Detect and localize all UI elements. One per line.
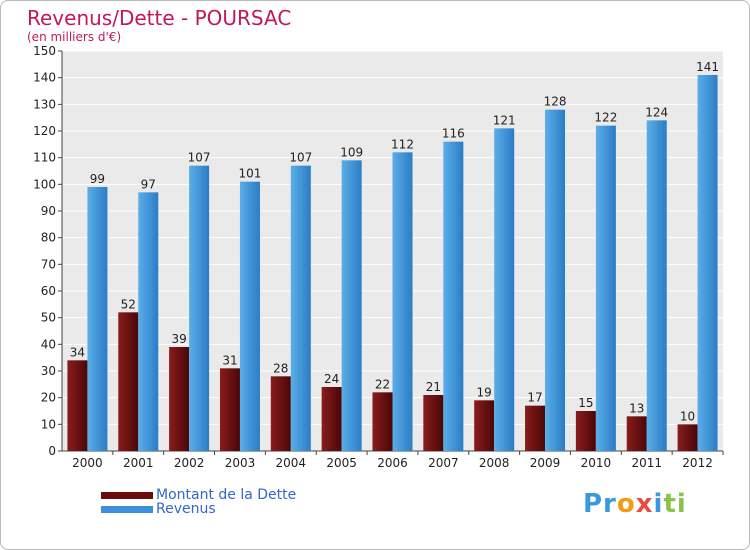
logo-letter: Pr	[583, 489, 617, 519]
y-tick-label: 0	[48, 444, 56, 458]
data-label-dette: 15	[578, 396, 593, 410]
data-label-dette: 17	[527, 391, 542, 405]
x-tick-label: 2002	[174, 456, 205, 470]
data-label-dette: 22	[375, 377, 390, 391]
bar-revenus	[443, 141, 464, 451]
logo-letter: o	[616, 489, 636, 519]
chart-subtitle: (en milliers d'€)	[27, 30, 122, 44]
data-label-revenus: 107	[289, 151, 312, 165]
x-tick-label: 2011	[631, 456, 662, 470]
bar-dette	[626, 416, 647, 451]
y-tick-label: 50	[41, 311, 56, 325]
x-tick-label: 2007	[428, 456, 459, 470]
bar-dette	[270, 376, 291, 451]
data-label-dette: 19	[477, 385, 492, 399]
data-label-dette: 34	[70, 345, 85, 359]
bar-dette	[372, 392, 393, 451]
bar-dette	[169, 347, 190, 451]
bar-dette	[321, 387, 342, 451]
data-label-dette: 24	[324, 372, 339, 386]
y-tick-label: 120	[33, 124, 56, 138]
x-tick-label: 2004	[276, 456, 307, 470]
bar-dette	[677, 424, 698, 451]
y-tick-label: 140	[33, 71, 56, 85]
data-label-revenus: 112	[391, 137, 414, 151]
bar-revenus	[290, 165, 311, 451]
x-tick-label: 2005	[326, 456, 357, 470]
x-tick-label: 2003	[225, 456, 256, 470]
bar-revenus	[392, 152, 413, 452]
x-tick-label: 2008	[479, 456, 510, 470]
y-tick-label: 100	[33, 177, 56, 191]
bar-revenus	[87, 187, 108, 451]
y-tick-label: 110	[33, 151, 56, 165]
legend-label-dette: Montant de la Dette	[156, 487, 297, 503]
data-label-revenus: 124	[645, 105, 668, 119]
data-label-revenus: 141	[696, 60, 719, 74]
data-label-dette: 13	[629, 401, 644, 415]
y-tick-label: 90	[41, 204, 56, 218]
legend-item-revenus: Revenus	[101, 501, 216, 517]
bar-revenus	[494, 128, 515, 451]
data-label-dette: 39	[171, 332, 186, 346]
data-label-revenus: 97	[141, 177, 156, 191]
data-label-revenus: 116	[442, 127, 465, 141]
legend-swatch-dette	[101, 491, 153, 499]
bar-dette	[67, 360, 88, 451]
bar-dette	[118, 312, 139, 451]
bar-dette	[525, 405, 546, 451]
bar-dette	[575, 411, 596, 451]
logo-letter: ti	[663, 489, 687, 519]
x-tick-label: 2010	[581, 456, 612, 470]
y-tick-label: 10	[41, 417, 56, 431]
y-tick-label: 80	[41, 231, 56, 245]
data-label-dette: 21	[426, 380, 441, 394]
bar-revenus	[138, 192, 159, 452]
data-label-dette: 10	[680, 409, 695, 423]
data-label-revenus: 121	[493, 113, 516, 127]
y-tick-label: 70	[41, 257, 56, 271]
data-label-revenus: 99	[90, 172, 105, 186]
x-tick-label: 2006	[377, 456, 408, 470]
bar-revenus	[545, 109, 566, 452]
y-tick-label: 150	[33, 44, 56, 58]
data-label-revenus: 122	[594, 111, 617, 125]
y-tick-label: 30	[41, 364, 56, 378]
logo-letter: i	[653, 489, 664, 519]
data-label-revenus: 128	[544, 95, 567, 109]
bar-dette	[219, 368, 240, 451]
bar-dette	[423, 395, 444, 451]
x-tick-label: 2009	[530, 456, 561, 470]
bar-revenus	[341, 160, 362, 452]
legend-label-revenus: Revenus	[156, 501, 216, 517]
y-tick-label: 60	[41, 284, 56, 298]
legend-item-dette: Montant de la Dette	[101, 487, 296, 503]
bar-revenus	[697, 75, 718, 451]
y-tick-label: 130	[33, 97, 56, 111]
y-tick-label: 20	[41, 391, 56, 405]
x-tick-label: 2001	[123, 456, 154, 470]
data-label-revenus: 101	[239, 167, 262, 181]
bar-revenus	[189, 165, 210, 451]
legend-swatch-revenus	[101, 505, 153, 513]
proxiti-logo: Proxiti	[583, 489, 687, 519]
bar-revenus	[646, 120, 667, 451]
y-tick-label: 40	[41, 337, 56, 351]
bar-revenus	[595, 125, 616, 452]
bar-revenus	[239, 181, 260, 451]
bar-dette	[474, 400, 495, 451]
data-label-dette: 28	[273, 361, 288, 375]
data-label-dette: 31	[222, 353, 237, 367]
data-label-revenus: 109	[340, 145, 363, 159]
x-tick-label: 2000	[72, 456, 103, 470]
x-tick-label: 2012	[682, 456, 713, 470]
logo-letter: x	[635, 489, 654, 519]
data-label-revenus: 107	[188, 151, 211, 165]
data-label-dette: 52	[121, 297, 136, 311]
chart-title: Revenus/Dette - POURSAC	[27, 6, 292, 30]
